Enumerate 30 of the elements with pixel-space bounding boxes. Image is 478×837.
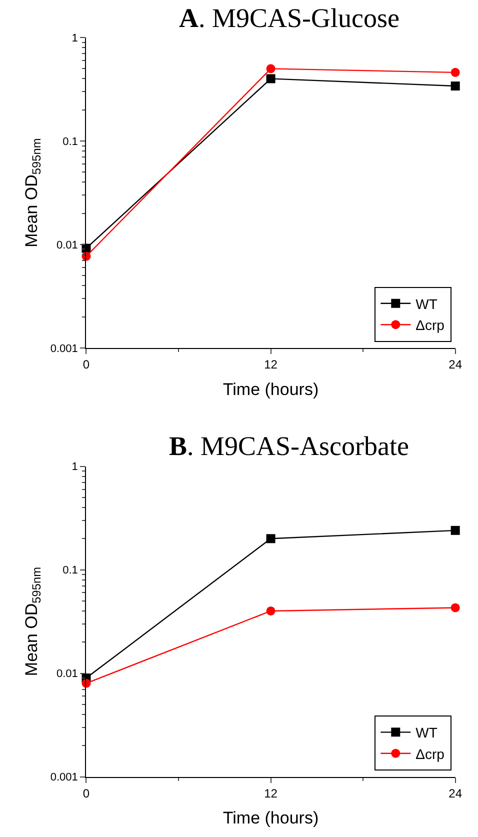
y-tick-label: 0.01 bbox=[56, 239, 78, 252]
legend-label: WT bbox=[416, 296, 438, 312]
point bbox=[450, 603, 460, 612]
y-tick-label: 1 bbox=[72, 32, 78, 44]
chart-title: A. M9CAS-Glucose bbox=[179, 3, 400, 33]
point bbox=[266, 64, 276, 74]
legend-label: Δcrp bbox=[416, 746, 445, 762]
point bbox=[266, 74, 276, 84]
x-axis-title: Time (hours) bbox=[222, 808, 319, 828]
y-tick-label: 0.001 bbox=[50, 342, 78, 355]
y-tick-label: 1 bbox=[72, 461, 78, 474]
legend-label: WT bbox=[416, 724, 438, 741]
y-tick-label: 0.01 bbox=[56, 668, 78, 680]
legend-label: Δcrp bbox=[416, 317, 445, 334]
y-tick-label: 0.1 bbox=[62, 136, 78, 148]
chart-title: B. M9CAS-Ascorbate bbox=[169, 431, 410, 461]
point bbox=[450, 82, 460, 91]
x-tick-label: 0 bbox=[82, 358, 90, 372]
point bbox=[266, 534, 276, 544]
y-tick-label: 0.001 bbox=[50, 772, 78, 784]
x-tick-label: 24 bbox=[448, 358, 462, 372]
x-tick-label: 24 bbox=[448, 786, 462, 800]
x-tick-label: 0 bbox=[82, 786, 90, 800]
point bbox=[266, 606, 276, 616]
y-tick-label: 0.1 bbox=[62, 564, 78, 577]
x-tick-label: 12 bbox=[264, 786, 278, 800]
point bbox=[450, 526, 460, 535]
point bbox=[450, 68, 460, 77]
x-axis-title: Time (hours) bbox=[222, 380, 319, 399]
x-tick-label: 12 bbox=[264, 358, 278, 372]
